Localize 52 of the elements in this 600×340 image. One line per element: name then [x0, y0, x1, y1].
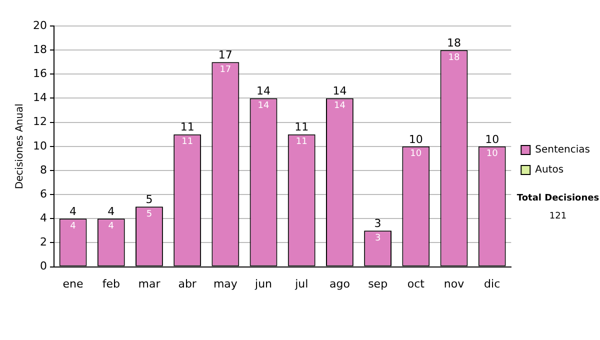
- x-tick-label: oct: [407, 277, 426, 290]
- y-tick-label: 2: [40, 236, 47, 249]
- x-tick-label: jun: [254, 277, 272, 290]
- y-axis-title: Decisiones Anual: [14, 104, 26, 190]
- x-tick-label: nov: [444, 277, 465, 290]
- total-label: 11: [180, 120, 194, 134]
- total-label: 4: [108, 205, 115, 218]
- legend-label: Autos: [535, 164, 564, 176]
- x-tick-label: dic: [484, 277, 500, 290]
- total-label: 4: [70, 205, 77, 218]
- data-label: 10: [410, 149, 422, 160]
- total-label: 10: [408, 132, 423, 146]
- x-tick-label: ago: [329, 277, 350, 290]
- text: 121: [549, 211, 567, 222]
- y-tick-label: 6: [40, 187, 47, 200]
- data-label: 3: [374, 234, 381, 244]
- y-tick-label: 4: [40, 212, 47, 224]
- x-tick-label: sep: [368, 277, 388, 290]
- data-label: 14: [334, 101, 346, 112]
- total-label: 14: [256, 84, 271, 98]
- data-label: 4: [70, 221, 76, 232]
- data-label: 11: [296, 137, 308, 148]
- data-label: 11: [182, 137, 194, 148]
- data-label: 14: [258, 101, 270, 112]
- y-tick-label: 14: [32, 91, 47, 104]
- y-tick-label: 8: [40, 163, 47, 176]
- total-label: 17: [218, 48, 232, 62]
- y-tick-label: 16: [32, 67, 47, 80]
- data-label: 5: [146, 209, 152, 220]
- total-label: 3: [374, 217, 382, 230]
- total-label: 18: [446, 36, 461, 50]
- y-tick-label: 0: [40, 260, 47, 273]
- y-tick-label: 10: [32, 139, 47, 152]
- total-label: 14: [332, 84, 347, 98]
- data-label: 18: [448, 52, 460, 63]
- y-tick-label: 20: [32, 18, 47, 32]
- x-tick-label: jul: [294, 277, 308, 290]
- x-tick-label: abr: [178, 277, 197, 290]
- text: Total Decisiones: [516, 193, 600, 204]
- y-tick-label: 12: [32, 115, 47, 128]
- x-tick-label: may: [213, 277, 238, 290]
- data-label: 10: [486, 149, 498, 160]
- total-label: 11: [294, 120, 309, 134]
- x-tick-label: ene: [62, 277, 84, 290]
- total-label: 10: [485, 132, 500, 146]
- x-tick-label: feb: [102, 277, 120, 290]
- x-tick-label: mar: [138, 277, 161, 290]
- y-tick-label: 18: [32, 42, 47, 56]
- legend-label: Sentencias: [535, 144, 590, 156]
- data-label: 4: [108, 221, 114, 232]
- data-label: 17: [220, 64, 232, 75]
- total-label: 5: [146, 192, 153, 206]
